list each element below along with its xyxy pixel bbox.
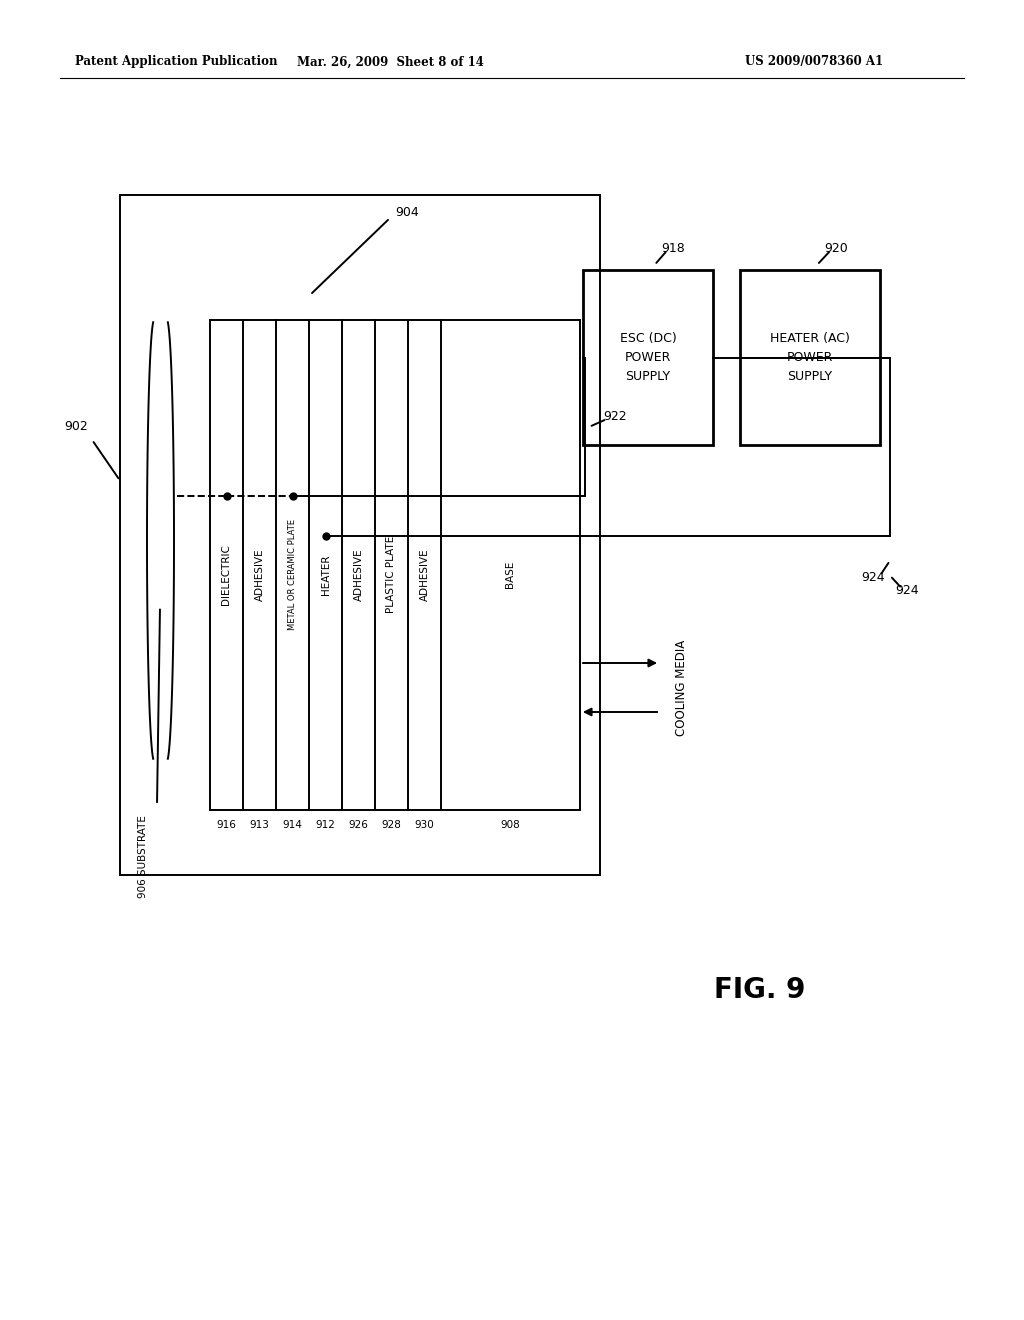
Bar [583, 271, 713, 445]
Text: COOLING MEDIA: COOLING MEDIA [675, 639, 688, 735]
Text: 916: 916 [216, 820, 237, 830]
Bar [740, 271, 880, 445]
Text: HEATER (AC)
POWER
SUPPLY: HEATER (AC) POWER SUPPLY [770, 333, 850, 383]
Text: FIG. 9: FIG. 9 [715, 975, 806, 1005]
Text: BASE: BASE [506, 561, 515, 589]
Text: Mar. 26, 2009  Sheet 8 of 14: Mar. 26, 2009 Sheet 8 of 14 [297, 55, 483, 69]
Text: 930: 930 [415, 820, 434, 830]
Text: METAL OR CERAMIC PLATE: METAL OR CERAMIC PLATE [288, 519, 297, 630]
Text: 904: 904 [395, 206, 419, 219]
Text: HEATER: HEATER [321, 554, 331, 595]
Text: 922: 922 [603, 411, 627, 424]
Text: ADHESIVE: ADHESIVE [420, 549, 429, 601]
Bar [120, 195, 600, 875]
Text: 928: 928 [382, 820, 401, 830]
Text: PLASTIC PLATE: PLASTIC PLATE [386, 536, 396, 614]
Bar [210, 319, 580, 810]
Text: US 2009/0078360 A1: US 2009/0078360 A1 [745, 55, 883, 69]
Text: 908: 908 [501, 820, 520, 830]
Text: ADHESIVE: ADHESIVE [255, 549, 264, 601]
Text: 926: 926 [348, 820, 369, 830]
Text: DIELECTRIC: DIELECTRIC [221, 544, 231, 606]
Text: 924: 924 [861, 572, 885, 583]
Text: 914: 914 [283, 820, 302, 830]
Text: 918: 918 [662, 242, 685, 255]
Text: ESC (DC)
POWER
SUPPLY: ESC (DC) POWER SUPPLY [620, 333, 677, 383]
Text: 902: 902 [65, 420, 88, 433]
Text: 913: 913 [250, 820, 269, 830]
Text: Patent Application Publication: Patent Application Publication [75, 55, 278, 69]
Text: ADHESIVE: ADHESIVE [353, 549, 364, 601]
Text: 920: 920 [824, 242, 848, 255]
Text: 912: 912 [315, 820, 336, 830]
Text: 906 SUBSTRATE: 906 SUBSTRATE [138, 814, 148, 898]
Text: 924: 924 [895, 583, 919, 597]
